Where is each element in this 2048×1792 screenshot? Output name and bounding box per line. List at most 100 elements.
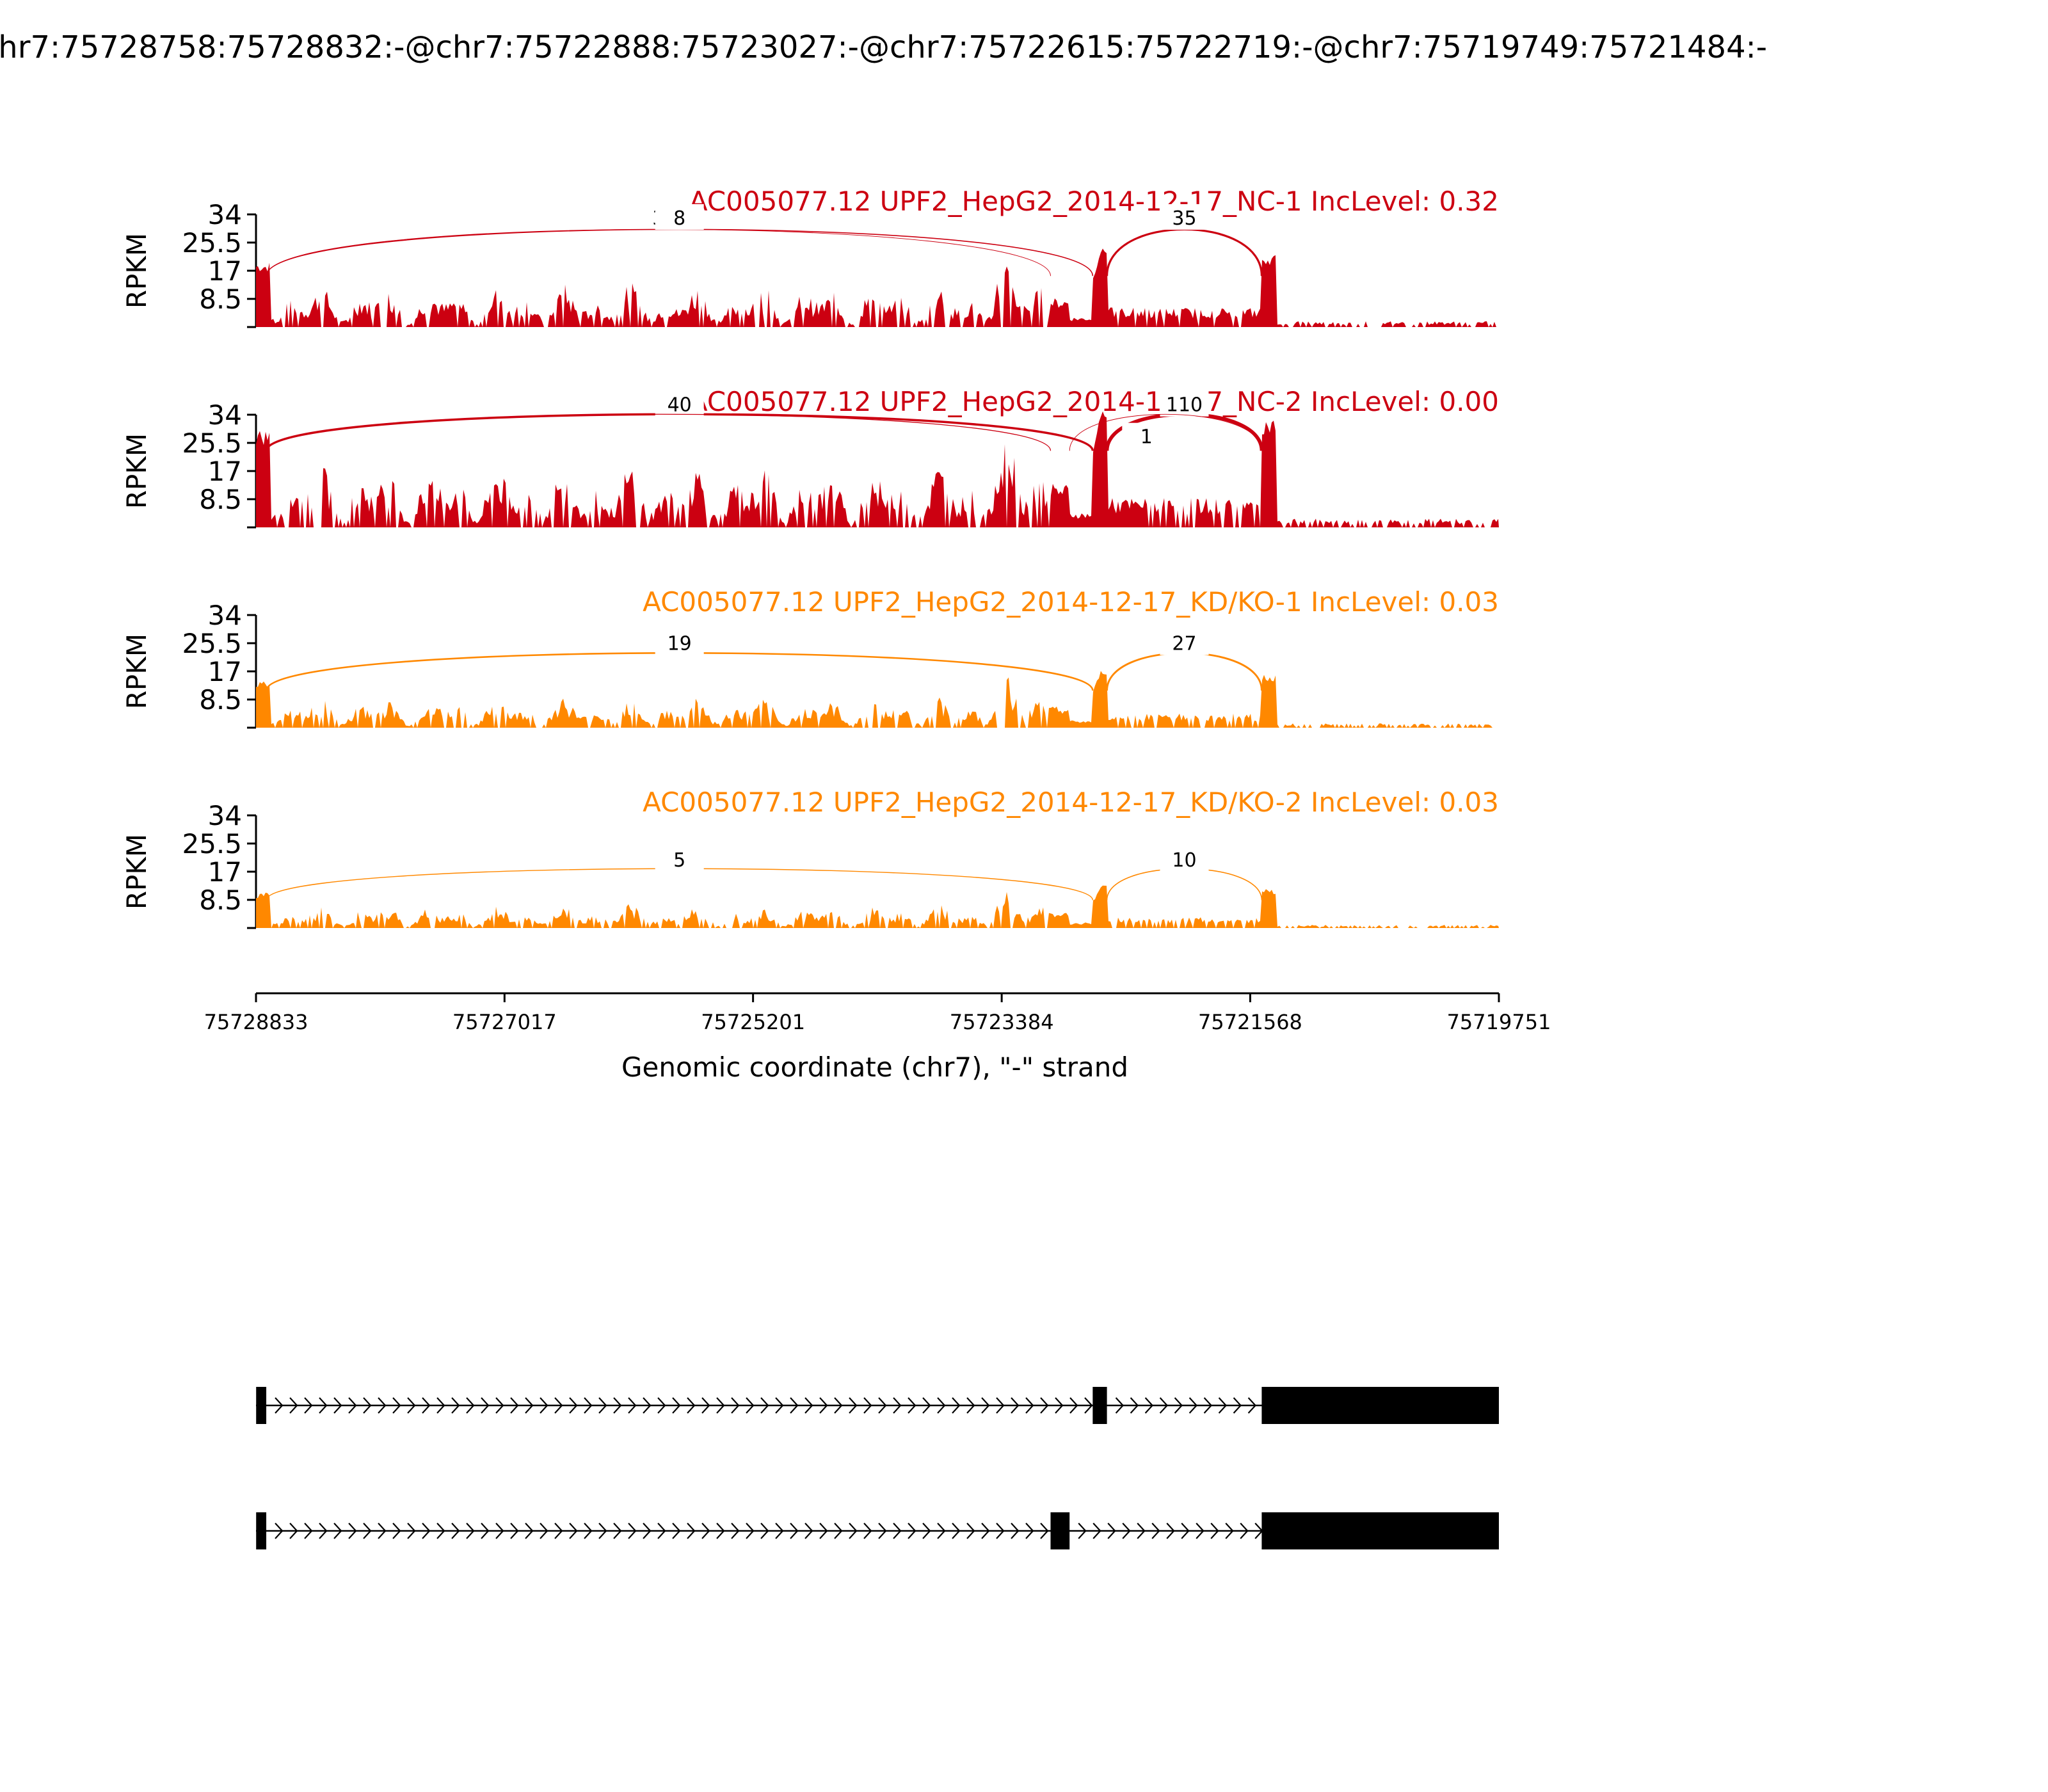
strand-arrow — [672, 1397, 681, 1414]
strand-arrow — [863, 1397, 872, 1414]
y-tick-label: 17 — [208, 856, 242, 888]
strand-arrow — [1196, 1523, 1204, 1539]
strand-arrow — [554, 1523, 563, 1539]
strand-arrow — [319, 1397, 328, 1414]
y-tick-label: 25.5 — [182, 828, 242, 860]
exon-box — [1092, 1387, 1107, 1424]
strand-arrow — [1011, 1397, 1020, 1414]
strand-arrow — [1130, 1397, 1139, 1414]
strand-arrow — [1233, 1397, 1242, 1414]
coverage-area — [256, 885, 1499, 928]
y-tick-label: 17 — [208, 255, 242, 287]
strand-arrow — [775, 1397, 784, 1414]
strand-arrow — [922, 1523, 931, 1539]
strand-arrow — [760, 1397, 769, 1414]
junction-count: 19 — [668, 632, 692, 655]
junction-count: 110 — [1166, 394, 1203, 417]
isoform-models — [256, 1387, 1499, 1549]
junction-count: 5 — [673, 849, 685, 872]
y-tick-label: 17 — [208, 456, 242, 487]
junction-count: 10 — [1172, 849, 1196, 872]
strand-arrow — [760, 1523, 769, 1539]
y-tick-label: 34 — [208, 600, 242, 631]
strand-arrow — [981, 1523, 990, 1539]
junction-count-bg — [1122, 422, 1171, 449]
strand-arrow — [1181, 1523, 1190, 1539]
strand-arrow — [1040, 1523, 1049, 1539]
strand-arrow — [378, 1397, 387, 1414]
strand-arrow — [348, 1397, 357, 1414]
strand-arrow — [584, 1523, 593, 1539]
junction-count-bg — [1160, 846, 1209, 872]
track-title: AC005077.12 UPF2_HepG2_2014-12-17_NC-2 I… — [689, 386, 1499, 417]
strand-arrow — [525, 1397, 534, 1414]
y-tick-label: 34 — [208, 399, 242, 431]
track-title: AC005077.12 UPF2_HepG2_2014-12-17_KD/KO-… — [643, 787, 1499, 818]
strand-arrow — [363, 1523, 372, 1539]
strand-arrow — [657, 1397, 666, 1414]
strand-arrow — [569, 1523, 578, 1539]
strand-arrow — [731, 1397, 740, 1414]
x-tick-label: 75725201 — [701, 1010, 805, 1034]
strand-arrow — [937, 1397, 946, 1414]
strand-arrow — [289, 1523, 298, 1539]
junction-count-bg — [1160, 204, 1209, 230]
strand-arrow — [878, 1397, 887, 1414]
strand-arrow — [952, 1397, 961, 1414]
strand-arrow — [996, 1523, 1005, 1539]
junction-arc — [266, 413, 1052, 451]
strand-arrow — [422, 1523, 431, 1539]
y-tick-label: 8.5 — [199, 484, 242, 515]
strand-arrow — [628, 1523, 637, 1539]
strand-arrow — [407, 1523, 416, 1539]
junction-count: 8 — [673, 207, 685, 230]
strand-arrow — [746, 1523, 755, 1539]
junction-count-bg — [655, 390, 704, 417]
junction-arc — [1106, 868, 1263, 900]
coverage-area — [256, 671, 1499, 728]
strand-arrow — [466, 1523, 475, 1539]
strand-arrow — [451, 1523, 460, 1539]
y-tick-label: 8.5 — [199, 884, 242, 916]
strand-arrow — [333, 1523, 342, 1539]
strand-arrow — [775, 1523, 784, 1539]
strand-arrow — [1203, 1397, 1213, 1414]
junction-arc — [266, 868, 1094, 900]
strand-arrow — [510, 1397, 519, 1414]
y-axis-label: RPKM — [121, 834, 152, 909]
strand-arrow — [348, 1523, 357, 1539]
strand-arrow — [407, 1397, 416, 1414]
strand-arrow — [275, 1523, 284, 1539]
strand-arrow — [716, 1397, 725, 1414]
strand-arrow — [1159, 1397, 1169, 1414]
strand-arrow — [481, 1523, 490, 1539]
strand-arrow — [687, 1523, 696, 1539]
strand-arrow — [304, 1523, 313, 1539]
strand-arrow — [966, 1397, 975, 1414]
junction-count: 1 — [1140, 426, 1153, 449]
strand-arrow — [716, 1523, 725, 1539]
strand-arrow — [1025, 1397, 1034, 1414]
y-tick-label: 8.5 — [199, 284, 242, 315]
strand-arrow — [1240, 1523, 1249, 1539]
strand-arrow — [834, 1397, 843, 1414]
exon-box — [1261, 1387, 1499, 1424]
x-tick-label: 75721568 — [1198, 1010, 1302, 1034]
junction-count-bg — [655, 846, 704, 872]
x-axis: 75728833 75727017 75725201 75723384 75721568… — [204, 992, 1551, 1083]
strand-arrow — [1040, 1397, 1049, 1414]
junction-arc — [1105, 228, 1263, 276]
y-axis-label: RPKM — [121, 634, 152, 709]
y-tick-label: 34 — [208, 199, 242, 230]
strand-arrow — [422, 1397, 431, 1414]
strand-arrow — [392, 1523, 401, 1539]
y-tick-label: 8.5 — [199, 684, 242, 716]
strand-arrow — [451, 1397, 460, 1414]
strand-arrow — [510, 1523, 519, 1539]
strand-arrow — [613, 1523, 622, 1539]
strand-arrow — [804, 1523, 813, 1539]
exon-box — [1261, 1512, 1499, 1549]
exon-box — [256, 1512, 267, 1549]
strand-arrow — [1137, 1523, 1146, 1539]
